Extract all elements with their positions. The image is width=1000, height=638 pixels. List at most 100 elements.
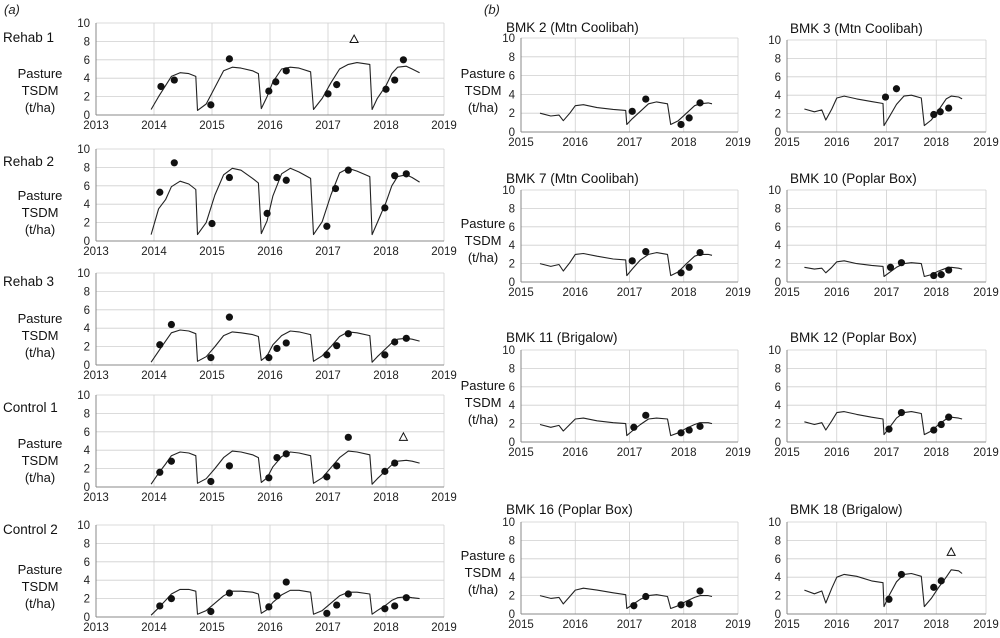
observed-point [273,173,281,182]
x-tick-label: 2017 [874,619,900,631]
x-tick-label: 2015 [774,447,800,459]
observed-point [642,411,650,419]
x-tick-label: 2016 [562,287,588,299]
observed-point [208,219,216,228]
y-tick-label: 0 [84,360,90,372]
observed-point [630,423,638,431]
modelled-line [150,588,420,616]
y-tick-label: 2 [84,92,90,104]
observed-point [399,56,407,64]
y-tick-label: 0 [84,236,90,248]
x-tick-label: 2015 [199,492,225,504]
panel-label-a: (a) [4,2,20,17]
x-tick-label: 2017 [315,492,341,504]
observed-point [892,85,901,93]
site-title: BMK 18 (Brigalow) [790,502,903,517]
observed-point [265,87,273,95]
y-axis-label: (t/ha) [468,412,498,427]
modelled-line [804,260,963,278]
x-tick-label: 2014 [141,370,167,382]
y-tick-label: 2 [775,259,781,271]
observed-point [323,609,331,617]
observed-point [167,320,175,329]
y-axis-label: (t/ha) [25,470,55,485]
x-tick-label: 2016 [824,447,850,459]
x-tick-label: 2013 [83,246,109,258]
x-tick-label: 2014 [141,120,167,132]
modelled-line [804,94,963,127]
y-axis-label: Pasture [461,548,506,563]
y-tick-label: 2 [509,591,515,603]
y-tick-label: 2 [84,464,90,476]
x-tick-label: 2016 [824,287,850,299]
y-tick-label: 2 [84,594,90,606]
chart-bmk-18-brigalow: 0 2 4 6 8 10 2015 2016 2017 2018 2019 BMK 18 (Briga… [768,502,999,631]
observed-point [170,159,178,167]
modelled-line [150,450,420,485]
observed-point [207,477,215,486]
y-axis-label: Pasture [18,562,63,577]
y-axis-label: TSDM [22,579,59,594]
x-tick-label: 2015 [199,246,225,258]
y-tick-label: 6 [84,181,90,193]
observed-point [897,570,906,579]
y-tick-label: 10 [502,517,515,529]
y-tick-label: 6 [775,222,781,234]
x-tick-label: 2019 [725,619,751,631]
x-tick-label: 2017 [874,287,900,299]
outlier-triangle [349,33,359,44]
x-tick-label: 2013 [83,370,109,382]
observed-point [937,577,945,585]
y-tick-label: 10 [502,185,515,197]
x-tick-label: 2015 [508,447,534,459]
x-tick-label: 2015 [774,619,800,631]
y-axis-label: (t/ha) [25,596,55,611]
y-tick-label: 8 [509,363,515,375]
y-axis-label: TSDM [22,83,59,98]
observed-point [156,188,164,196]
y-tick-label: 6 [509,382,515,394]
y-axis-label: (t/ha) [25,222,55,237]
site-title: BMK 11 (Brigalow) [506,330,618,345]
y-tick-label: 10 [768,35,781,47]
y-tick-label: 10 [77,390,90,402]
observed-point [323,351,331,359]
x-tick-label: 2018 [373,622,399,634]
observed-point [937,271,945,279]
observed-point [936,108,944,116]
y-tick-label: 8 [775,53,781,65]
x-tick-label: 2016 [257,120,283,132]
x-tick-label: 2016 [257,492,283,504]
x-tick-label: 2019 [431,370,457,382]
y-tick-label: 10 [768,517,781,529]
observed-point [930,271,938,280]
x-tick-label: 2018 [373,246,399,258]
y-tick-label: 4 [84,575,91,587]
x-tick-label: 2015 [199,622,225,634]
y-tick-label: 2 [509,259,515,271]
observed-point [642,592,650,601]
y-tick-label: 2 [775,109,781,121]
observed-point [391,459,399,467]
observed-point [333,81,341,89]
y-tick-label: 0 [509,127,515,139]
x-tick-label: 2018 [373,120,399,132]
y-tick-label: 6 [84,55,90,67]
observed-point [156,602,164,610]
modelled-line [539,101,713,126]
x-tick-label: 2016 [257,622,283,634]
observed-point [930,583,938,591]
observed-point [628,257,636,265]
modelled-line [150,62,420,111]
x-tick-label: 2018 [671,619,697,631]
y-tick-label: 8 [775,363,781,375]
observed-point [333,462,341,470]
y-tick-label: 4 [509,89,516,101]
observed-point [344,433,352,441]
x-tick-label: 2016 [824,619,850,631]
observed-point [273,344,281,353]
y-tick-label: 4 [84,323,91,335]
observed-point [282,176,290,184]
x-tick-label: 2019 [725,137,751,149]
observed-point [402,170,410,178]
